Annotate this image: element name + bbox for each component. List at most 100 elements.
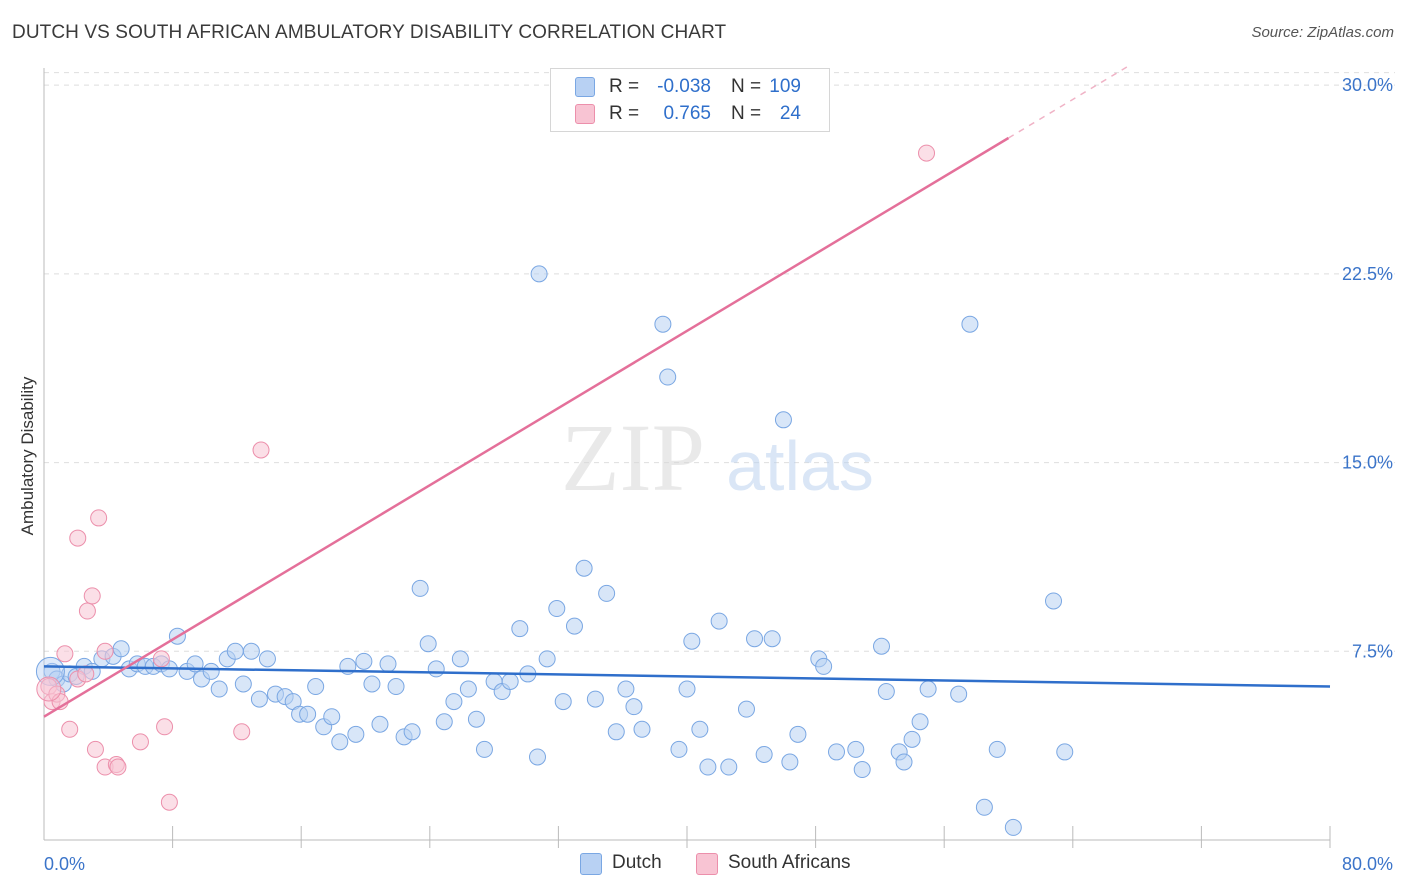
dutch-point bbox=[234, 675, 252, 693]
dutch-point bbox=[961, 315, 979, 333]
dutch-points bbox=[35, 265, 1074, 836]
dutch-legend-swatch bbox=[580, 853, 602, 875]
south-african-point bbox=[131, 733, 149, 751]
dutch-point bbox=[607, 723, 625, 741]
dutch-point bbox=[331, 733, 349, 751]
dutch-point bbox=[774, 411, 792, 429]
watermark-atlas: atlas bbox=[726, 427, 874, 505]
correlation-legend: R = -0.038 N = 109 R = 0.765 N = 24 bbox=[550, 68, 830, 132]
legend-r-label: R = bbox=[609, 103, 640, 124]
dutch-point bbox=[530, 265, 548, 283]
x-tick-label-min: 0.0% bbox=[44, 854, 85, 874]
dutch-point bbox=[355, 652, 373, 670]
south-african-point bbox=[918, 144, 936, 162]
dutch-point bbox=[746, 630, 764, 648]
dutch-point bbox=[411, 579, 429, 597]
dutch-point bbox=[586, 690, 604, 708]
dutch-point bbox=[529, 748, 547, 766]
dutch-point bbox=[371, 715, 389, 733]
south-african-point bbox=[78, 602, 96, 620]
dutch-point bbox=[565, 617, 583, 635]
watermark-zip: ZIP bbox=[561, 404, 705, 511]
dutch-point bbox=[210, 680, 228, 698]
dutch-point bbox=[554, 693, 572, 711]
dutch-point bbox=[403, 723, 421, 741]
south-african-point bbox=[61, 720, 79, 738]
dutch-point bbox=[853, 761, 871, 779]
dutch-point bbox=[781, 753, 799, 771]
dutch-point bbox=[598, 584, 616, 602]
dutch-point bbox=[625, 698, 643, 716]
dutch-point bbox=[548, 600, 566, 618]
dutch-point bbox=[895, 753, 913, 771]
watermark: ZIP atlas bbox=[561, 404, 874, 511]
dutch-point bbox=[1056, 743, 1074, 761]
south-africans-n-value: 24 bbox=[779, 103, 801, 124]
dutch-point bbox=[379, 655, 397, 673]
dutch-point bbox=[112, 640, 130, 658]
dutch-point bbox=[654, 315, 672, 333]
dutch-point bbox=[950, 685, 968, 703]
dutch-point bbox=[873, 637, 891, 655]
dutch-point bbox=[427, 660, 445, 678]
tick-labels: 7.5% 15.0% 22.5% 30.0% 0.0% 80.0% bbox=[44, 75, 1393, 874]
south-african-point bbox=[160, 793, 178, 811]
dutch-point bbox=[720, 758, 738, 776]
dutch-trendline bbox=[43, 665, 1331, 688]
south-african-point-cluster bbox=[36, 676, 62, 702]
dutch-n-value: 109 bbox=[769, 76, 801, 97]
dutch-point bbox=[451, 650, 469, 668]
dutch-point bbox=[699, 758, 717, 776]
chart-title: DUTCH VS SOUTH AFRICAN AMBULATORY DISABI… bbox=[12, 22, 727, 43]
south-africans-swatch bbox=[575, 104, 595, 124]
dutch-point bbox=[678, 680, 696, 698]
dutch-point bbox=[763, 630, 781, 648]
dutch-legend-label: Dutch bbox=[612, 852, 662, 873]
dutch-point bbox=[975, 798, 993, 816]
south-african-point bbox=[109, 758, 127, 776]
south-african-point bbox=[83, 587, 101, 605]
dutch-point bbox=[475, 740, 493, 758]
dutch-point bbox=[299, 705, 317, 723]
dutch-point bbox=[737, 700, 755, 718]
dutch-point bbox=[1045, 592, 1063, 610]
dutch-point bbox=[250, 690, 268, 708]
dutch-point bbox=[911, 713, 929, 731]
dutch-point bbox=[323, 708, 341, 726]
dutch-point bbox=[258, 650, 276, 668]
south-africans-r-value: 0.765 bbox=[663, 103, 711, 124]
dutch-point bbox=[617, 680, 635, 698]
dutch-point bbox=[445, 693, 463, 711]
dutch-point bbox=[419, 635, 437, 653]
dutch-point bbox=[988, 740, 1006, 758]
dutch-point bbox=[459, 680, 477, 698]
dutch-point bbox=[1004, 818, 1022, 836]
dutch-point bbox=[575, 559, 593, 577]
south-african-trendline bbox=[43, 136, 1010, 718]
y-axis-label: Ambulatory Disability bbox=[18, 376, 37, 536]
dutch-point bbox=[467, 710, 485, 728]
dutch-swatch bbox=[575, 77, 595, 97]
south-african-point bbox=[233, 723, 251, 741]
dutch-point bbox=[903, 730, 921, 748]
south-african-point bbox=[96, 642, 114, 660]
source-label: Source: ZipAtlas.com bbox=[1251, 24, 1394, 41]
south-african-point bbox=[86, 740, 104, 758]
dutch-point bbox=[501, 672, 519, 690]
dutch-point bbox=[307, 678, 325, 696]
gridlines bbox=[44, 72, 1395, 652]
south-africans-legend-swatch bbox=[696, 853, 718, 875]
axes bbox=[43, 68, 1331, 848]
south-african-points bbox=[36, 144, 936, 811]
dutch-point bbox=[363, 675, 381, 693]
legend-r-label: R = bbox=[609, 76, 640, 97]
legend-n-label: N = bbox=[731, 76, 762, 97]
y-tick-label: 30.0% bbox=[1342, 75, 1393, 95]
south-african-point bbox=[156, 718, 174, 736]
dutch-point bbox=[538, 650, 556, 668]
dutch-point bbox=[877, 683, 895, 701]
dutch-point bbox=[815, 657, 833, 675]
y-tick-label: 7.5% bbox=[1352, 641, 1393, 661]
dutch-point bbox=[827, 743, 845, 761]
x-tick-label-max: 80.0% bbox=[1342, 854, 1393, 874]
